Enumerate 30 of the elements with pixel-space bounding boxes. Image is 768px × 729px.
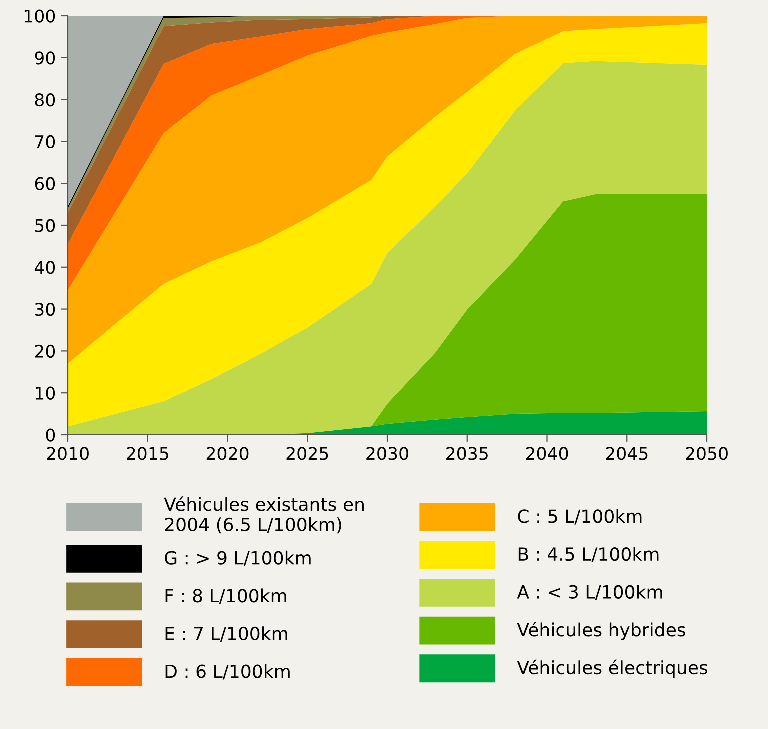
legend-label: D : 6 L/100km xyxy=(166,664,290,680)
x-tick-label: 2035 xyxy=(446,447,488,460)
y-tick-label: 20 xyxy=(35,344,56,358)
y-tick-label: 10 xyxy=(36,386,56,400)
legend-label: B : 4.5 L/100km xyxy=(518,547,659,563)
y-tick-label: 30 xyxy=(35,303,56,316)
x-tick-label: 2020 xyxy=(206,447,249,460)
x-tick-label: 2040 xyxy=(526,447,568,460)
x-tick-label: 2030 xyxy=(366,447,408,460)
legend-label: Véhicules hybrides xyxy=(517,622,686,640)
legend-label: E : 7 L/100km xyxy=(166,626,288,642)
y-tick-label: 50 xyxy=(35,219,56,232)
y-tick-label: 100 xyxy=(24,10,56,23)
x-tick-label: 2025 xyxy=(286,447,328,460)
y-tick-label: 40 xyxy=(34,261,56,274)
legend-label: Véhicules électriques xyxy=(517,660,708,678)
y-tick-label: 60 xyxy=(35,177,56,190)
legend-label: C : 5 L/100km xyxy=(518,509,642,525)
legend-label: Véhicules existants en 2004 (6.5 L/100km) xyxy=(164,496,364,534)
y-tick-label: 0 xyxy=(46,428,56,442)
legend-label: G : > 9 L/100km xyxy=(165,550,311,566)
x-tick-label: 2010 xyxy=(47,447,89,460)
legend-label: A : < 3 L/100km xyxy=(517,584,662,600)
y-tick-label: 90 xyxy=(35,52,56,65)
y-tick-label: 70 xyxy=(36,135,56,149)
x-tick-label: 2050 xyxy=(686,447,728,460)
x-tick-label: 2045 xyxy=(606,447,648,460)
y-tick-label: 80 xyxy=(35,94,56,107)
legend-label: F : 8 L/100km xyxy=(166,588,286,604)
x-tick-label: 2015 xyxy=(127,447,168,460)
